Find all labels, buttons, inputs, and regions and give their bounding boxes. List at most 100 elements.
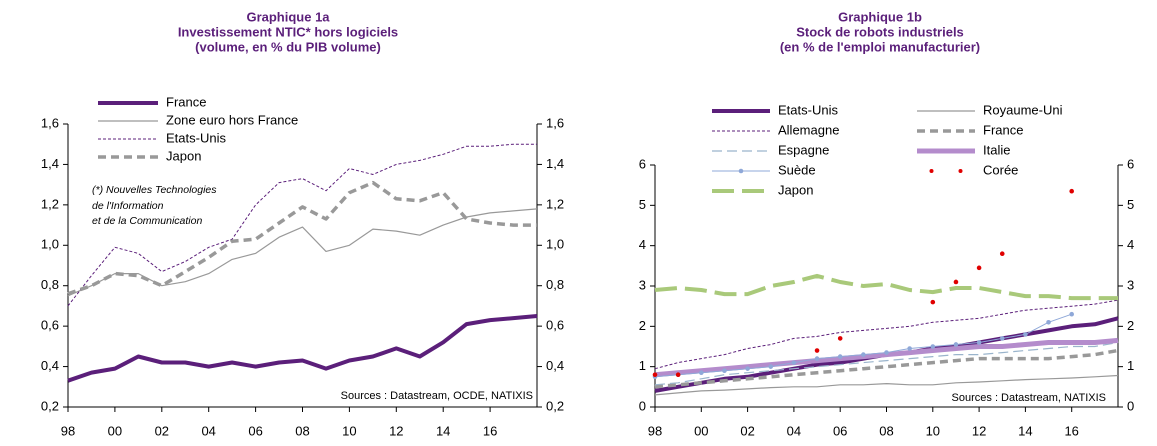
annotation: (*) Nouvelles Technologies xyxy=(92,184,217,196)
y-tick-label: 0,8 xyxy=(41,277,59,292)
y-tick-label: 4 xyxy=(639,237,646,252)
y2-tick-label: 0,8 xyxy=(546,277,564,292)
legend-label: Japon xyxy=(778,182,813,197)
series-marker xyxy=(884,350,889,355)
legend-label: France xyxy=(983,122,1023,137)
y-tick-label: 1,6 xyxy=(41,115,59,130)
legend-key-marker xyxy=(738,168,744,174)
chart-title: Graphique 1b xyxy=(838,9,922,24)
legend-label: Corée xyxy=(983,162,1018,177)
x-tick-label: 08 xyxy=(295,423,309,438)
x-tick-label: 10 xyxy=(342,423,356,438)
x-tick-label: 08 xyxy=(879,423,893,438)
series-marker xyxy=(930,344,936,349)
annotation: et de la Communication xyxy=(92,215,202,227)
annotation: Sources : Datastream, NATIXIS xyxy=(952,392,1106,404)
series-marker xyxy=(837,354,843,359)
x-tick-label: 06 xyxy=(833,423,847,438)
legend-key-marker xyxy=(929,169,934,173)
series-marker xyxy=(907,346,912,351)
chart-subtitle: (en % de l'emploi manufacturier) xyxy=(780,39,980,54)
x-tick-label: 12 xyxy=(972,423,986,438)
series-line xyxy=(654,374,1119,396)
series-marker xyxy=(699,370,704,376)
series-marker xyxy=(861,352,866,357)
x-tick-label: 14 xyxy=(1018,423,1032,438)
series-marker xyxy=(953,342,959,347)
series-marker xyxy=(999,251,1005,257)
series-line xyxy=(67,180,537,296)
y-tick-label: 3 xyxy=(639,277,646,292)
x-tick-label: 00 xyxy=(694,423,708,438)
series-marker xyxy=(814,348,820,353)
series-line xyxy=(654,341,1119,386)
legend-label: Zone euro hors France xyxy=(166,112,298,127)
legend-label: Suède xyxy=(778,162,816,177)
y2-tick-label: 1 xyxy=(1127,358,1134,373)
legend-label: France xyxy=(166,94,206,109)
series-marker xyxy=(1069,188,1074,194)
y-tick-label: 1,2 xyxy=(41,196,59,211)
chart-title: Graphique 1a xyxy=(246,9,330,24)
x-tick-label: 02 xyxy=(740,423,754,438)
y-tick-label: 5 xyxy=(639,197,646,212)
series-line xyxy=(654,273,1118,301)
x-tick-label: 00 xyxy=(108,423,122,438)
legend-label: Allemagne xyxy=(778,122,839,137)
y2-tick-label: 4 xyxy=(1127,237,1134,252)
y2-tick-label: 1,2 xyxy=(546,196,564,211)
legend-label: Italie xyxy=(983,142,1010,157)
y2-tick-label: 2 xyxy=(1127,318,1134,333)
series-marker xyxy=(1023,332,1028,337)
y-tick-label: 1,4 xyxy=(41,156,59,171)
chart-subtitle: Stock de robots industriels xyxy=(796,24,964,39)
legend-label: Royaume-Uni xyxy=(983,102,1063,117)
y-tick-label: 0 xyxy=(639,398,646,413)
y2-tick-label: 1,6 xyxy=(546,115,564,130)
legend-label: Espagne xyxy=(778,142,829,157)
series-marker xyxy=(1069,311,1074,317)
series-line xyxy=(67,143,537,307)
x-tick-label: 98 xyxy=(648,423,662,438)
series-marker xyxy=(953,279,959,285)
series-line xyxy=(67,314,538,383)
legend-label: Etats-Unis xyxy=(166,130,226,145)
series-marker xyxy=(675,372,681,378)
series-marker xyxy=(999,336,1005,341)
series-marker xyxy=(768,364,774,369)
series-marker xyxy=(722,368,727,374)
y-tick-label: 0,6 xyxy=(41,318,59,333)
y-tick-label: 1,0 xyxy=(41,237,59,252)
chart-subtitle: (volume, en % du PIB volume) xyxy=(195,39,381,54)
legend-label: Japon xyxy=(166,148,201,163)
series-marker xyxy=(930,299,936,305)
x-tick-label: 02 xyxy=(155,423,169,438)
series-marker xyxy=(745,366,750,371)
legend-key-marker xyxy=(958,169,963,173)
y-tick-label: 1 xyxy=(639,358,646,373)
x-tick-label: 16 xyxy=(483,423,497,438)
x-tick-label: 14 xyxy=(436,423,450,438)
y-tick-label: 6 xyxy=(639,156,646,171)
y2-tick-label: 6 xyxy=(1127,156,1134,171)
y2-tick-label: 0 xyxy=(1127,398,1134,413)
annotation: Sources : Datastream, OCDE, NATIXIS xyxy=(341,390,533,402)
series-line xyxy=(654,299,1119,370)
annotation: de l'Information xyxy=(92,200,164,212)
y2-tick-label: 0,2 xyxy=(546,398,564,413)
x-tick-label: 04 xyxy=(787,423,801,438)
series-marker xyxy=(837,336,843,341)
x-tick-label: 12 xyxy=(389,423,403,438)
y2-tick-label: 0,4 xyxy=(546,358,564,373)
y2-tick-label: 1,4 xyxy=(546,156,564,171)
x-tick-label: 04 xyxy=(201,423,215,438)
series-marker xyxy=(976,340,982,345)
series-marker xyxy=(652,372,658,378)
y-tick-label: 0,4 xyxy=(41,358,59,373)
y-tick-label: 0,2 xyxy=(41,398,59,413)
y2-tick-label: 3 xyxy=(1127,277,1134,292)
series-marker xyxy=(791,360,797,365)
x-tick-label: 10 xyxy=(926,423,940,438)
series-marker xyxy=(976,265,982,271)
